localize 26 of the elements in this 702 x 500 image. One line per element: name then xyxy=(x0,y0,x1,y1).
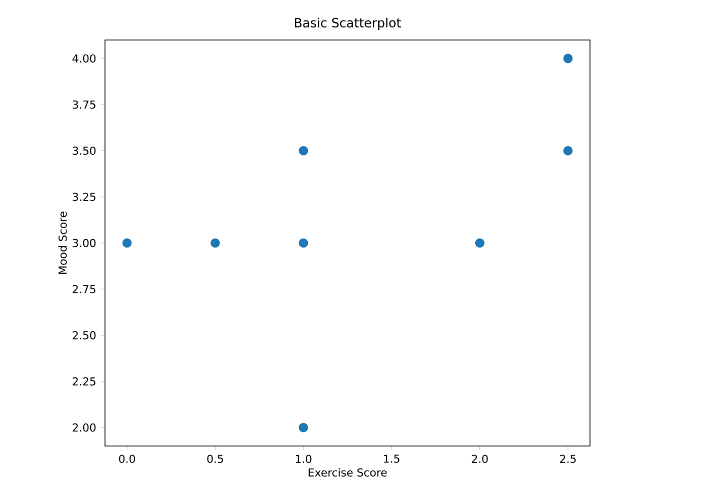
x-tick-label: 2.0 xyxy=(472,454,488,463)
point xyxy=(298,146,308,156)
x-tick-label: 1.5 xyxy=(384,454,400,463)
point xyxy=(298,238,308,248)
point xyxy=(298,422,308,432)
point xyxy=(563,54,573,64)
point xyxy=(122,238,132,248)
y-tick-label: 3.25 xyxy=(72,192,96,201)
point xyxy=(563,146,573,156)
y-tick-label: 3.50 xyxy=(72,146,96,155)
x-tick-label: 2.5 xyxy=(560,454,576,463)
x-tick-label: 0.0 xyxy=(119,454,136,463)
point xyxy=(210,238,220,248)
y-tick-label: 2.50 xyxy=(72,331,96,340)
chart-title: Basic Scatterplot xyxy=(294,18,401,30)
y-tick-label: 3.00 xyxy=(72,238,96,248)
x-tick-label: 0.5 xyxy=(207,454,223,463)
y-tick-label: 3.75 xyxy=(72,100,96,109)
y-tick-label: 2.00 xyxy=(72,423,96,432)
y-tick-label: 2.25 xyxy=(72,377,96,386)
y-tick-label: 2.75 xyxy=(72,285,96,294)
x-axis-title: Exercise Score xyxy=(308,468,387,477)
x-tick-label: 1.0 xyxy=(296,454,312,463)
y-tick-label: 4.00 xyxy=(72,54,96,63)
point xyxy=(475,238,484,248)
y-axis-title: Mood Score xyxy=(58,212,67,274)
